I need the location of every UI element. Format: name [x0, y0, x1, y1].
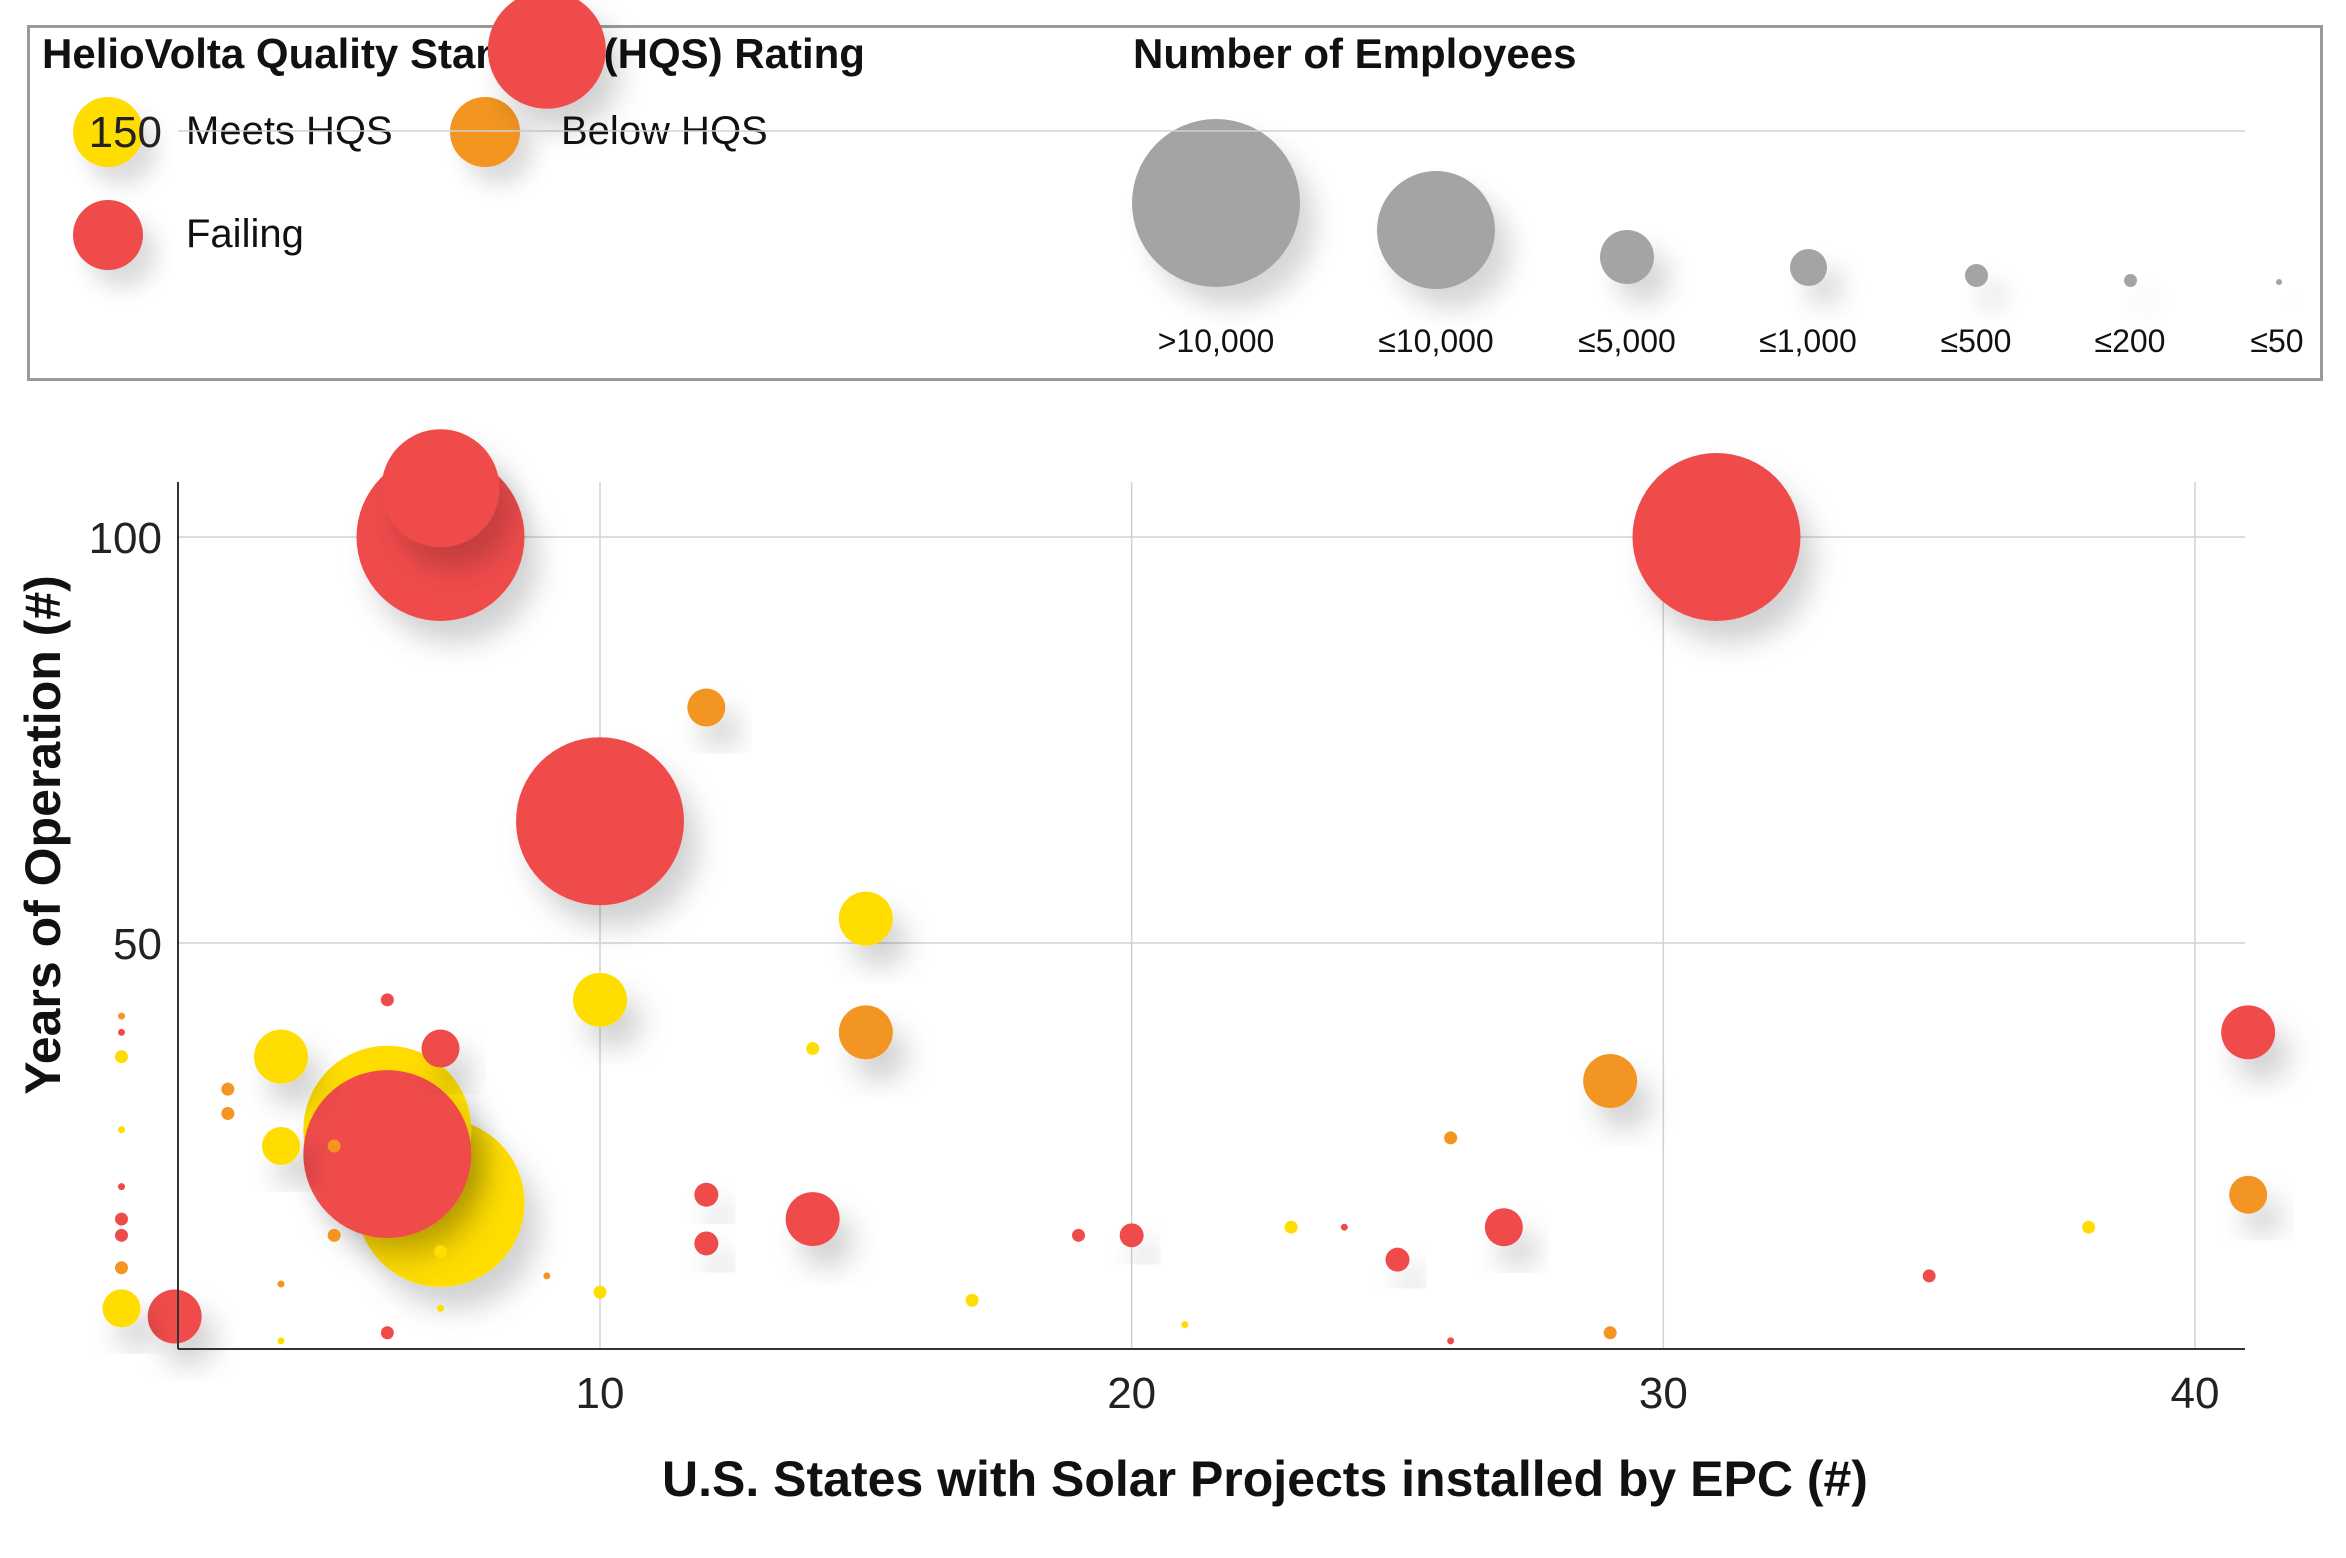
- employees-label-le200: ≤200: [2094, 323, 2166, 359]
- employees-size-le5000: [1600, 230, 1654, 284]
- employees-size-le10000: [1377, 171, 1495, 289]
- bubble-meets-hqs: [838, 891, 893, 946]
- bubble-failing: [487, 0, 606, 109]
- bubble-meets-hqs: [102, 1289, 141, 1328]
- bubble-failing: [516, 737, 684, 906]
- bubble-meets-hqs: [593, 1285, 607, 1299]
- bubble-meets-hqs: [262, 1127, 300, 1165]
- below-hqs-swatch: [450, 97, 520, 167]
- bubble-below-hqs: [838, 1005, 893, 1060]
- employees-label-le1000: ≤1,000: [1759, 323, 1857, 359]
- failing-label: Failing: [186, 212, 304, 256]
- bubble-meets-hqs: [1284, 1220, 1298, 1234]
- bubble-below-hqs: [2229, 1175, 2268, 1214]
- bubbles: [102, 0, 2276, 1345]
- bubble-failing: [1385, 1247, 1410, 1272]
- bubble-below-hqs: [115, 1261, 128, 1275]
- bubble-below-hqs: [221, 1107, 235, 1121]
- bubble-failing: [694, 1231, 719, 1256]
- bubble-below-hqs: [1444, 1131, 1458, 1145]
- x-axis-title: U.S. States with Solar Projects installe…: [662, 1451, 1868, 1507]
- bubble-below-hqs: [327, 1228, 341, 1242]
- employees-size-le500: [1965, 264, 1988, 287]
- bubble-failing: [118, 1028, 125, 1036]
- bubble-failing: [115, 1228, 128, 1242]
- y-tick-label: 150: [89, 108, 162, 157]
- bubble-meets-hqs: [2082, 1220, 2096, 1234]
- bubble-failing: [380, 1326, 394, 1340]
- employees-label-le500: ≤500: [1940, 323, 2012, 359]
- bubble-below-hqs: [277, 1280, 285, 1288]
- bubble-failing: [147, 1289, 202, 1344]
- bubble-meets-hqs: [115, 1050, 128, 1064]
- bubble-meets-hqs: [277, 1337, 285, 1345]
- employees-label-gt10000: >10,000: [1157, 323, 1275, 359]
- tick-labels: 10 20 30 40 50 100 150: [89, 108, 2220, 1418]
- bubble-failing: [115, 1212, 128, 1226]
- bubble-below-hqs: [118, 1012, 125, 1020]
- bubble-meets-hqs: [965, 1293, 979, 1307]
- bubble-meets-hqs: [118, 1126, 125, 1134]
- bubble-failing: [694, 1182, 719, 1207]
- bubble-failing: [1922, 1269, 1936, 1283]
- employees-size-le200: [2124, 274, 2137, 287]
- x-tick-label: 40: [2171, 1369, 2220, 1418]
- axes: [177, 482, 2245, 1350]
- bubble-failing: [421, 1029, 460, 1068]
- bubble-failing: [118, 1183, 125, 1191]
- x-tick-label: 30: [1639, 1369, 1688, 1418]
- bubble-below-hqs: [543, 1272, 551, 1280]
- bubble-failing: [1447, 1337, 1455, 1345]
- bubble-meets-hqs: [573, 972, 627, 1027]
- bubble-failing: [1340, 1223, 1348, 1231]
- bubble-meets-hqs: [434, 1245, 447, 1259]
- bubble-failing: [1484, 1208, 1523, 1247]
- employees-size-le50: [2276, 279, 2282, 285]
- employees-legend-title: Number of Employees: [1133, 30, 1577, 77]
- bubble-below-hqs: [327, 1139, 341, 1153]
- employees-size-le1000: [1790, 249, 1827, 286]
- bubble-below-hqs: [1603, 1326, 1617, 1340]
- bubble-meets-hqs: [1181, 1321, 1189, 1329]
- employees-label-le10000: ≤10,000: [1378, 323, 1494, 359]
- bubble-failing: [785, 1192, 840, 1247]
- y-tick-label: 100: [89, 514, 162, 563]
- bubble-failing: [1632, 453, 1801, 621]
- bubble-failing: [380, 993, 394, 1007]
- y-axis-title: Years of Operation (#): [15, 575, 71, 1095]
- employees-label-le50: ≤50: [2250, 323, 2304, 359]
- bubble-failing: [1119, 1223, 1144, 1248]
- meets-hqs-swatch: [73, 97, 143, 167]
- bubble-meets-hqs: [806, 1042, 820, 1056]
- x-tick-label: 20: [1107, 1369, 1156, 1418]
- bubble-failing: [1072, 1228, 1085, 1242]
- y-tick-label: 50: [113, 920, 162, 969]
- bubble-below-hqs: [221, 1082, 235, 1096]
- bubble-failing: [2221, 1005, 2276, 1060]
- failing-swatch: [73, 200, 143, 270]
- x-tick-label: 10: [576, 1369, 625, 1418]
- bubble-failing: [303, 1070, 472, 1239]
- bubble-meets-hqs: [437, 1304, 444, 1312]
- bubble-below-hqs: [1583, 1054, 1638, 1109]
- legend-box: HelioVolta Quality Standard (HQS) Rating…: [27, 25, 2323, 381]
- employees-size-gt10000: [1132, 119, 1300, 287]
- hqs-legend-title: HelioVolta Quality Standard (HQS) Rating: [42, 30, 865, 77]
- bubble-below-hqs: [687, 688, 726, 727]
- bubble-failing: [381, 429, 500, 548]
- bubble-meets-hqs: [254, 1029, 308, 1084]
- employees-label-le5000: ≤5,000: [1578, 323, 1676, 359]
